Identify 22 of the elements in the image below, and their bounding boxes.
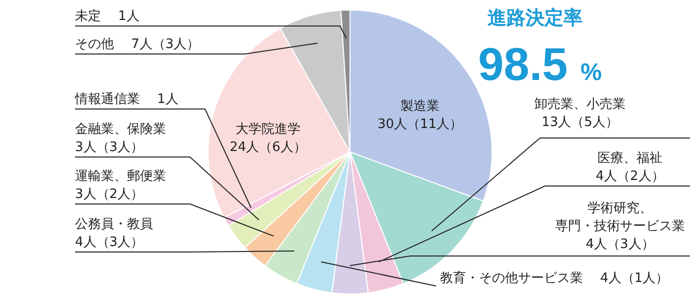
slice-label: 金融業、保険業 — [75, 122, 166, 137]
chart-title: 進路決定率 — [488, 7, 582, 29]
slice-label: 大学院進学 — [236, 122, 300, 137]
data-label: 4人（3人） — [75, 235, 144, 250]
slice-label: 製造業 — [400, 99, 440, 114]
data-label: 3人（2人） — [75, 187, 144, 202]
slice-label: 教育・その他サービス業 4人（1人） — [440, 270, 669, 286]
slice-label: 学術研究、専門・技術サービス業 — [555, 201, 685, 234]
text: 98.5 % — [478, 38, 602, 90]
slice-label: 情報通信業 1人 — [74, 92, 178, 107]
data-label: 24人（6人） — [230, 140, 306, 155]
slice-label: 医療、福祉 — [598, 151, 662, 166]
data-label: 13人（5人） — [542, 115, 618, 130]
slice-label: 未定 1人 — [75, 9, 140, 24]
slice-label: その他 7人（3人） — [75, 37, 200, 52]
data-label: 4人（2人） — [596, 169, 664, 184]
data-label: 3人（3人） — [75, 140, 144, 155]
data-label: 4人（3人） — [586, 237, 654, 252]
data-label: 30人（11人） — [377, 117, 463, 132]
slice-label: 公務員・教員 — [75, 217, 153, 232]
slice-label: 卸売業、小売業 — [534, 97, 626, 112]
slice-label: 運輸業、郵便業 — [75, 169, 166, 184]
